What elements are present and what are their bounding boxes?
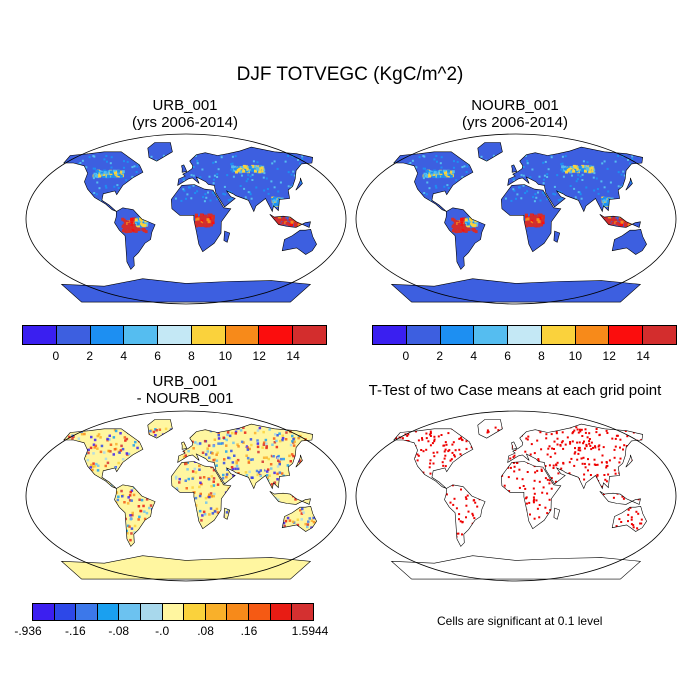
colorbar-tick-label: -.936 xyxy=(14,624,42,638)
cbar1-swatch xyxy=(23,326,57,344)
cbar1-swatch xyxy=(90,326,125,344)
figure-title: DJF TOTVEGC (KgC/m^2) xyxy=(236,64,464,85)
cbar3-swatch xyxy=(227,604,250,620)
cbar1-swatch xyxy=(191,326,226,344)
colorbar-difference xyxy=(32,603,314,621)
cbar2-swatch xyxy=(406,326,441,344)
panel-4-title: T-Test of two Case means at each grid po… xyxy=(345,382,685,399)
cbar2-swatch xyxy=(373,326,407,344)
cbar3-swatch xyxy=(119,604,142,620)
cbar2-swatch xyxy=(440,326,475,344)
cbar3-swatch xyxy=(184,604,206,620)
significance-note: Cells are significant at 0.1 level xyxy=(437,614,603,628)
colorbar-tick-label: 0 xyxy=(402,349,410,363)
colorbar-tick-label: 1.5944 xyxy=(291,624,329,638)
colorbar-tick-label: -.08 xyxy=(108,624,130,638)
panel-1-title-line1: URB_001 xyxy=(152,97,218,114)
colorbar-urb xyxy=(22,325,327,345)
colorbar-tick-label: -.0 xyxy=(155,624,170,638)
cbar3-swatch xyxy=(270,604,293,620)
colorbar-tick-label: 0 xyxy=(52,349,60,363)
cbar3-swatch xyxy=(97,604,120,620)
colorbar-tick-label: 12 xyxy=(602,349,616,363)
colorbar-tick-label: 10 xyxy=(218,349,233,363)
cbar3-swatch xyxy=(76,604,98,620)
cbar2-swatch xyxy=(643,326,677,344)
colorbar-tick-label: 6 xyxy=(154,349,161,363)
panel-3-title-line1: URB_001 xyxy=(152,373,218,390)
cbar1-swatch xyxy=(158,326,192,344)
cbar1-swatch xyxy=(56,326,91,344)
cbar1-swatch xyxy=(124,326,159,344)
cbar2-swatch xyxy=(541,326,576,344)
map-difference xyxy=(25,410,347,582)
colorbar-tick-label: 4 xyxy=(120,349,127,363)
cbar3-swatch xyxy=(33,604,55,620)
colorbar-tick-label: 2 xyxy=(436,349,444,363)
colorbar-nourb xyxy=(372,325,677,345)
colorbar-tick-label: 2 xyxy=(86,349,94,363)
panel-2-title-line2: (yrs 2006-2014) xyxy=(462,114,568,131)
colorbar-tick-label: 14 xyxy=(286,349,300,363)
cbar3-swatch xyxy=(292,604,313,620)
panel-4-title-line1: T-Test of two Case means at each grid po… xyxy=(368,382,662,399)
colorbar-tick-label: .16 xyxy=(240,624,258,638)
cbar2-swatch xyxy=(609,326,644,344)
cbar2-swatch xyxy=(474,326,509,344)
cbar1-swatch xyxy=(293,326,327,344)
map-ttest xyxy=(355,410,677,582)
cbar1-swatch xyxy=(225,326,260,344)
colorbar-tick-label: -.16 xyxy=(65,624,86,638)
panel-3-title-line2: - NOURB_001 xyxy=(136,390,234,407)
colorbar-tick-label: .08 xyxy=(197,624,214,638)
colorbar-tick-label: 8 xyxy=(188,349,195,363)
map-urb xyxy=(25,133,347,305)
colorbar-tick-label: 14 xyxy=(636,349,650,363)
cbar3-swatch xyxy=(205,604,228,620)
cbar3-swatch xyxy=(162,604,185,620)
panel-2-title: NOURB_001 (yrs 2006-2014) xyxy=(355,97,675,131)
colorbar-tick-label: 6 xyxy=(504,349,511,363)
panel-2-title-line1: NOURB_001 xyxy=(471,97,559,114)
panel-1-title: URB_001 (yrs 2006-2014) xyxy=(25,97,345,131)
cbar3-swatch xyxy=(54,604,77,620)
cbar3-swatch xyxy=(141,604,163,620)
cbar1-swatch xyxy=(259,326,294,344)
colorbar-tick-label: 4 xyxy=(470,349,477,363)
map-nourb xyxy=(355,133,677,305)
cbar2-swatch xyxy=(508,326,542,344)
colorbar-tick-label: 8 xyxy=(538,349,545,363)
cbar2-swatch xyxy=(575,326,610,344)
cbar3-swatch xyxy=(249,604,271,620)
colorbar-tick-label: 10 xyxy=(568,349,583,363)
colorbar-tick-label: 12 xyxy=(252,349,266,363)
panel-3-title: URB_001 - NOURB_001 xyxy=(25,373,345,407)
panel-1-title-line2: (yrs 2006-2014) xyxy=(132,114,238,131)
